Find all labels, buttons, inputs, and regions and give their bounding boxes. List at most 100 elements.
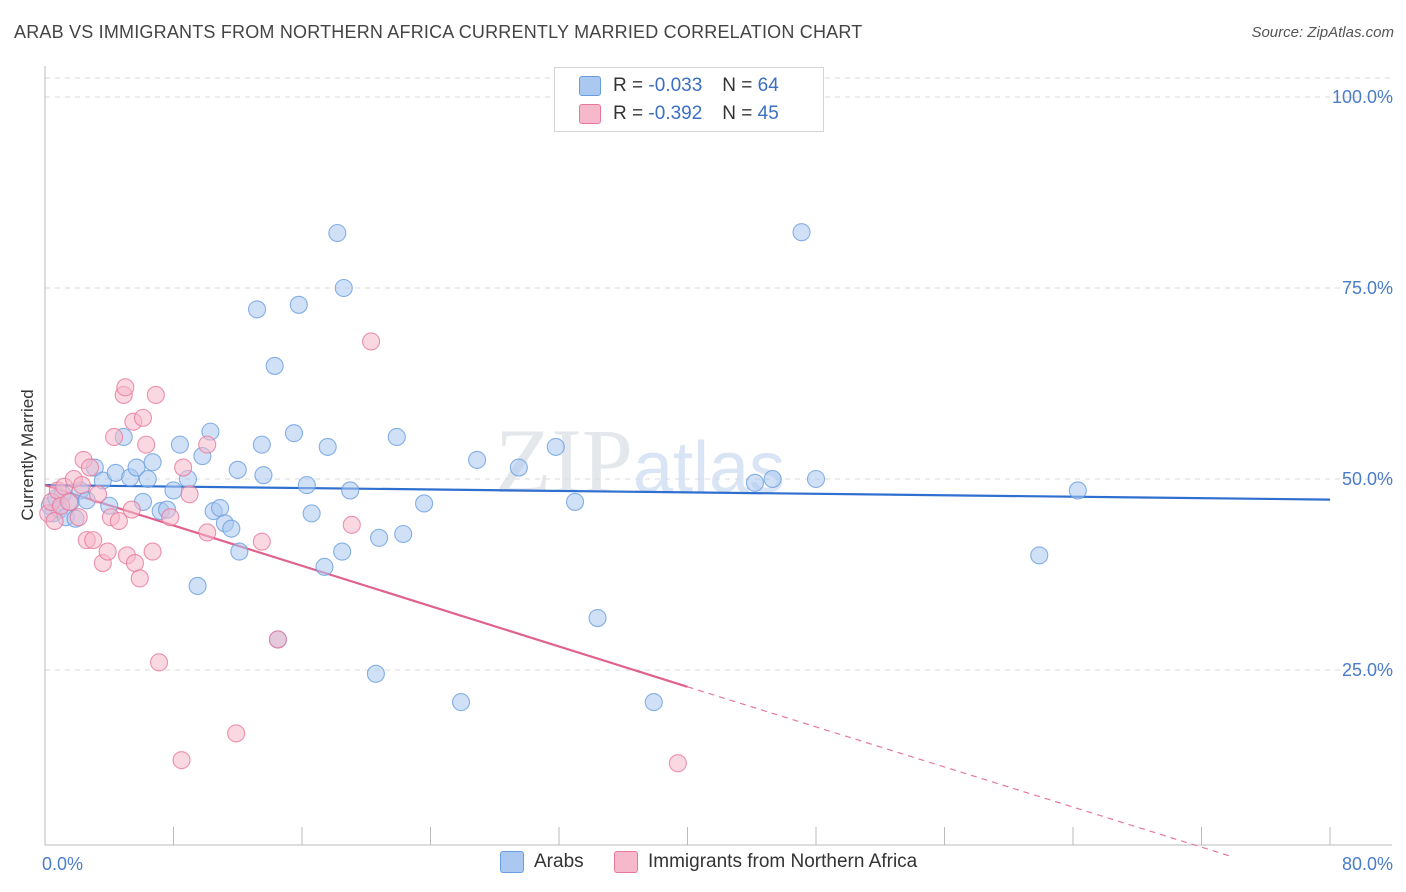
point-arabs (252, 435, 271, 454)
point-immigrants (116, 378, 135, 397)
point-arabs (341, 481, 360, 500)
bottom-legend-label-arabs: Arabs (534, 851, 584, 872)
trend-line-immigrants (44, 484, 688, 688)
point-arabs (763, 469, 782, 489)
grid-lines (45, 77, 1392, 671)
point-immigrants (137, 435, 156, 454)
point-immigrants (109, 511, 128, 531)
data-points (39, 223, 1087, 773)
legend-r-value: -0.392 (648, 103, 703, 124)
legend-n-label: N = (722, 75, 753, 96)
bottom-legend-label-immigrants: Immigrants from Northern Africa (648, 851, 918, 872)
bottom-legend-arabs: Arabs (500, 851, 584, 873)
point-arabs (387, 427, 406, 447)
point-arabs (188, 576, 207, 596)
point-arabs (143, 453, 162, 472)
point-arabs (228, 460, 247, 479)
legend-r-label: R = (613, 75, 644, 96)
point-arabs (644, 693, 663, 712)
point-arabs (284, 424, 304, 443)
point-arabs (170, 435, 189, 454)
point-immigrants (60, 492, 79, 511)
point-immigrants (80, 458, 100, 477)
point-immigrants (69, 508, 88, 527)
point-arabs (451, 693, 471, 712)
point-immigrants (198, 435, 217, 454)
y-tick-label: 25.0% (1342, 660, 1393, 680)
point-arabs (254, 466, 273, 485)
trend-lines (44, 484, 1331, 858)
legend-row-arabs: R = -0.033 N = 64 (579, 74, 779, 98)
point-arabs (546, 437, 565, 456)
point-immigrants (72, 476, 91, 495)
point-arabs (318, 437, 337, 456)
axes (44, 66, 1392, 846)
tick-labels: 25.0% 50.0% 75.0% 100.0% 0.0% 80.0% (42, 87, 1393, 874)
trend-line-immigrants-extrapolated (687, 686, 1234, 858)
point-immigrants (174, 458, 193, 477)
y-tick-label: 75.0% (1342, 278, 1393, 298)
point-immigrants (268, 630, 287, 649)
chart-title: ARAB VS IMMIGRANTS FROM NORTHERN AFRICA … (14, 22, 863, 42)
point-arabs (588, 608, 607, 628)
legend-swatch-arabs (579, 76, 601, 96)
legend-swatch-immigrants (579, 104, 601, 124)
trend-line-arabs (44, 484, 1331, 501)
point-arabs (164, 481, 183, 500)
correlation-legend: R = -0.033 N = 64 R = -0.392 N = 45 (554, 67, 824, 132)
point-immigrants (45, 511, 64, 531)
point-arabs (468, 450, 487, 469)
point-immigrants (98, 542, 117, 561)
point-arabs (1030, 546, 1049, 565)
point-immigrants (342, 515, 361, 534)
point-immigrants (125, 553, 144, 573)
point-arabs (415, 494, 434, 513)
point-arabs (566, 492, 585, 511)
chart-source: Source: ZipAtlas.com (1251, 24, 1394, 41)
point-arabs (509, 458, 528, 477)
point-arabs (211, 498, 230, 518)
bottom-legend-swatch-arabs (500, 851, 524, 873)
legend-n-value: 45 (757, 103, 779, 124)
legend-r-label: R = (613, 103, 644, 124)
point-arabs (394, 524, 413, 544)
point-immigrants (146, 385, 165, 405)
point-arabs (1068, 481, 1087, 500)
point-immigrants (105, 427, 124, 447)
point-arabs (745, 473, 765, 492)
point-immigrants (161, 508, 180, 527)
x-tick-label-max: 80.0% (1342, 854, 1393, 874)
point-arabs (297, 476, 316, 495)
point-arabs (366, 664, 385, 683)
point-immigrants (362, 332, 381, 351)
point-immigrants (133, 408, 153, 427)
point-arabs (334, 278, 353, 298)
point-immigrants (88, 485, 108, 504)
point-immigrants (198, 523, 217, 542)
point-arabs (792, 223, 811, 242)
legend-n-value: 64 (757, 75, 779, 96)
point-arabs (328, 223, 347, 243)
point-arabs (265, 356, 284, 375)
point-arabs (302, 504, 321, 523)
y-tick-label: 50.0% (1342, 469, 1393, 489)
point-arabs (289, 295, 308, 314)
point-immigrants (227, 724, 246, 743)
point-immigrants (180, 485, 199, 504)
legend-row-immigrants: R = -0.392 N = 45 (579, 102, 779, 126)
y-tick-label: 100.0% (1332, 87, 1393, 107)
point-arabs (315, 557, 334, 576)
point-immigrants (252, 532, 271, 551)
point-arabs (806, 469, 826, 489)
point-immigrants (122, 500, 141, 519)
point-immigrants (172, 751, 191, 770)
point-arabs (230, 542, 249, 561)
point-arabs (247, 300, 267, 319)
point-arabs (370, 528, 389, 547)
point-arabs (222, 519, 241, 538)
point-arabs (333, 542, 352, 561)
bottom-legend-swatch-immigrants (614, 851, 638, 873)
point-immigrants (149, 653, 169, 672)
point-immigrants (143, 542, 162, 561)
legend-n-label: N = (722, 103, 753, 124)
